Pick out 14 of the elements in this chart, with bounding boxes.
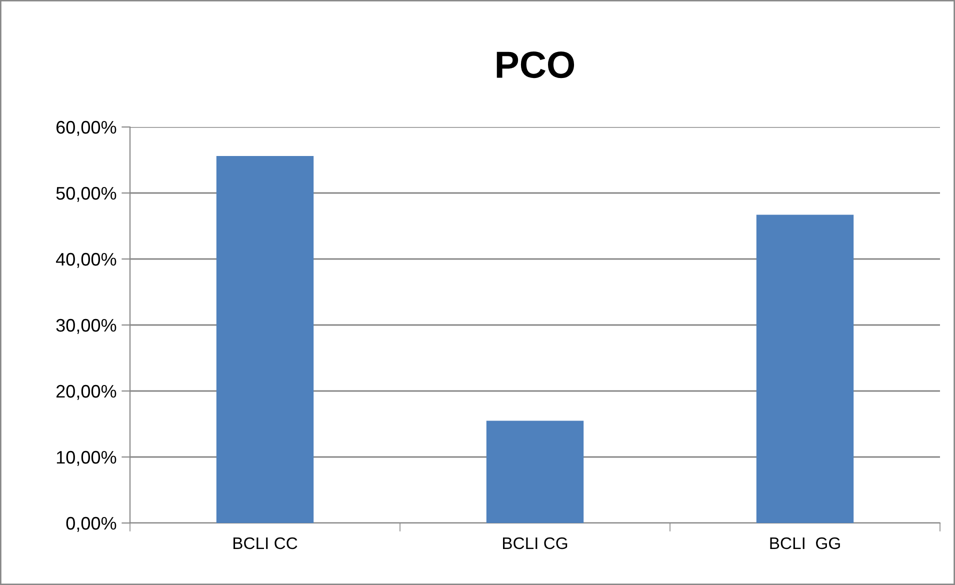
y-tick-label: 30,00% xyxy=(56,318,116,334)
bar xyxy=(756,214,854,523)
chart-title: PCO xyxy=(496,52,574,78)
y-tick-label: 10,00% xyxy=(56,450,116,466)
y-tick-label: 40,00% xyxy=(56,252,116,268)
y-tick-label: 50,00% xyxy=(56,186,116,202)
x-tick-label: BCLI CG xyxy=(503,537,568,550)
x-tick-label: BCLI GG xyxy=(770,537,840,550)
y-tick-label: 0,00% xyxy=(66,516,116,532)
bar xyxy=(486,420,584,523)
x-tick-label: BCLI CC xyxy=(233,537,298,550)
y-tick-label: 60,00% xyxy=(56,120,116,136)
bar xyxy=(216,156,314,523)
y-tick-label: 20,00% xyxy=(56,384,116,400)
